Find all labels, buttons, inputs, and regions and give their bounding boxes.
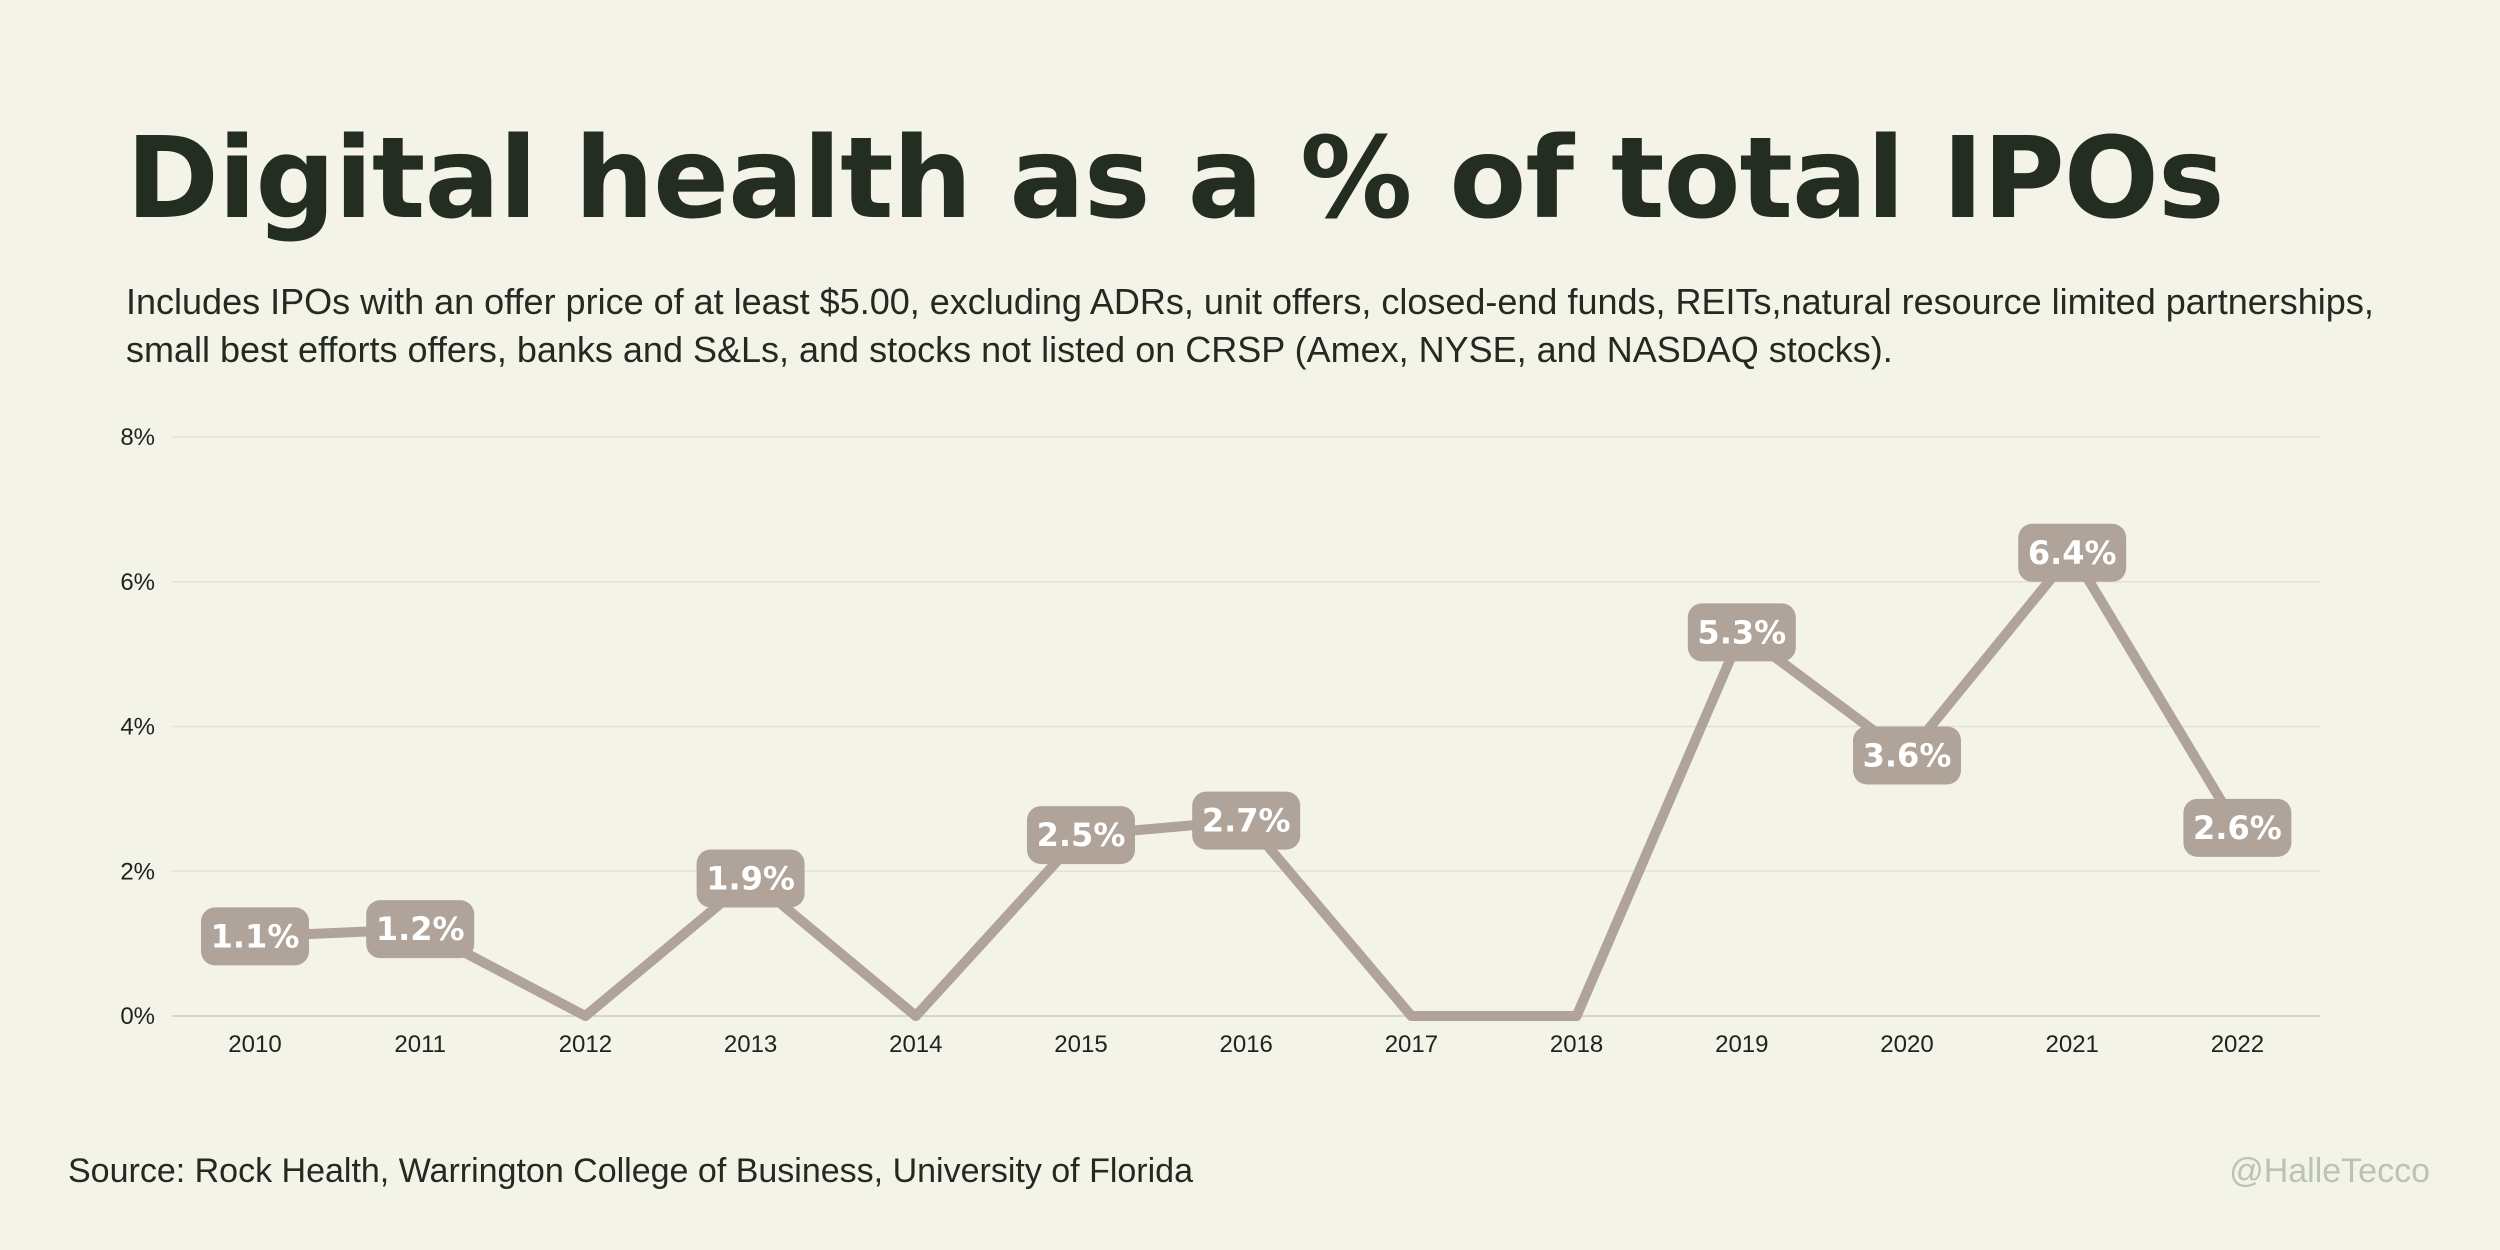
data-label-2011: 1.2%	[366, 900, 475, 959]
y-tick-label: 2%	[120, 858, 155, 885]
data-label-box	[1027, 806, 1135, 865]
data-labels: 1.1% 1.2% 1.9% 2.5% 2.7% 5.3% 3.6% 6.4% 2.6%	[201, 523, 2292, 966]
source-note: Source: Rock Health, Warrington College …	[68, 1152, 1193, 1190]
x-tick-label: 2020	[1880, 1031, 1933, 1058]
x-tick-label: 2015	[1054, 1031, 1107, 1058]
data-label-2016: 2.7%	[1192, 791, 1301, 850]
data-label-2019: 5.3%	[1687, 603, 1796, 662]
y-axis: 0% 2% 4% 6% 8%	[120, 424, 155, 1030]
data-label-text: 5.3%	[1697, 613, 1786, 651]
x-tick-label: 2017	[1385, 1031, 1438, 1058]
y-tick-label: 8%	[120, 424, 155, 451]
x-tick-label: 2010	[228, 1031, 281, 1058]
data-label-box	[696, 849, 805, 908]
y-tick-label: 6%	[120, 569, 155, 596]
x-axis: 2010 2011 2012 2013 2014 2015 2016 2017 2018 2019…	[228, 1031, 2264, 1058]
chart-title: Digital health as a % of total IPOs	[126, 114, 2225, 244]
data-label-box	[1687, 603, 1796, 662]
data-label-text: 2.7%	[1202, 802, 1291, 840]
data-label-box	[366, 900, 475, 959]
x-tick-label: 2014	[889, 1031, 942, 1058]
data-label-2020: 3.6%	[1853, 726, 1961, 785]
x-tick-label: 2011	[394, 1031, 446, 1058]
data-label-text: 3.6%	[1863, 736, 1952, 774]
data-label-2010: 1.1%	[201, 907, 309, 966]
data-point-2014	[910, 1011, 921, 1021]
x-tick-label: 2018	[1550, 1031, 1603, 1058]
data-label-text: 2.5%	[1037, 816, 1126, 854]
data-point-2017	[1406, 1011, 1417, 1021]
data-label-text: 1.9%	[706, 859, 795, 897]
gridlines	[172, 436, 2320, 1017]
data-label-box	[201, 907, 309, 966]
data-label-text: 6.4%	[2028, 534, 2117, 572]
data-label-box	[2018, 523, 2127, 582]
data-label-text: 2.6%	[2193, 809, 2282, 847]
x-tick-label: 2016	[1220, 1031, 1273, 1058]
data-label-2013: 1.9%	[696, 849, 805, 908]
data-label-2015: 2.5%	[1027, 806, 1135, 865]
data-label-box	[1192, 791, 1301, 850]
data-label-2022: 2.6%	[2183, 798, 2292, 857]
y-tick-label: 0%	[120, 1003, 155, 1030]
x-tick-label: 2012	[559, 1031, 612, 1058]
x-tick-label: 2022	[2211, 1031, 2264, 1058]
author-handle: @HalleTecco	[2229, 1152, 2430, 1190]
data-label-box	[2183, 798, 2292, 857]
chart-subtitle: Includes IPOs with an offer price of at …	[126, 281, 2374, 370]
y-tick-label: 4%	[120, 714, 155, 741]
data-point-2018	[1571, 1011, 1582, 1021]
x-tick-label: 2021	[2046, 1031, 2099, 1058]
data-label-text: 1.2%	[376, 910, 465, 948]
data-point-2012	[580, 1011, 591, 1021]
data-label-2021: 6.4%	[2018, 523, 2127, 582]
data-label-text: 1.1%	[211, 917, 300, 955]
x-tick-label: 2019	[1715, 1031, 1768, 1058]
data-label-box	[1853, 726, 1961, 785]
x-tick-label: 2013	[724, 1031, 777, 1058]
